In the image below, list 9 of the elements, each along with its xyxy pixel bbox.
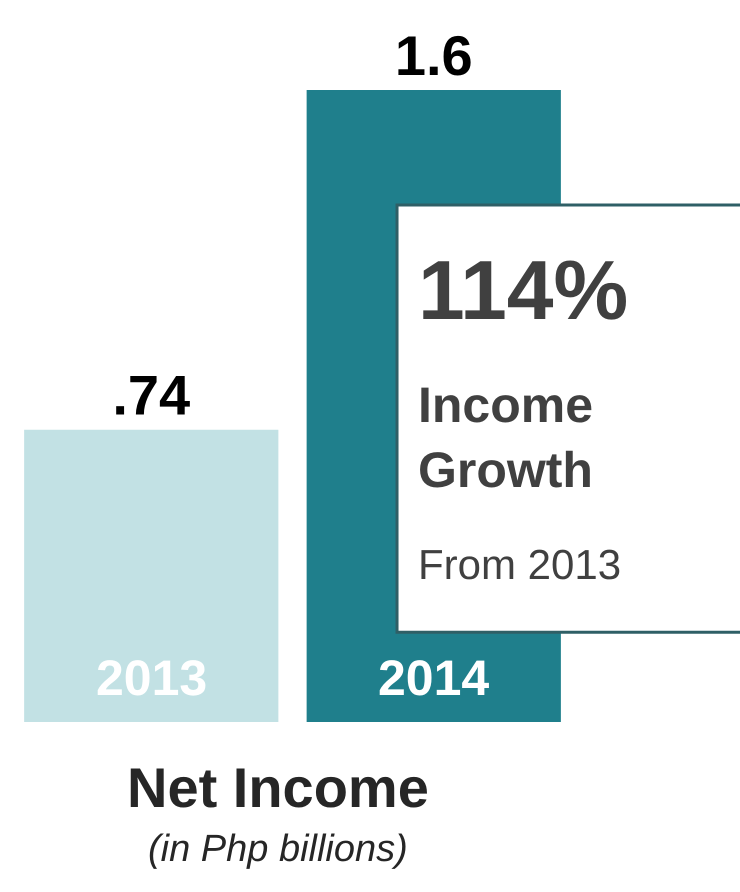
annotation: From 2013 bbox=[418, 541, 622, 588]
annotation: 114% bbox=[418, 243, 628, 337]
data-label: .74 bbox=[112, 364, 190, 427]
x-tick-label: 2014 bbox=[378, 650, 490, 706]
data-label: 1.6 bbox=[394, 24, 473, 87]
text: (in Php billions) bbox=[148, 828, 408, 870]
x-tick-label: 2013 bbox=[96, 650, 208, 706]
annotation: Income Growth bbox=[418, 377, 594, 498]
x-axis-title: Net Income bbox=[127, 756, 429, 819]
